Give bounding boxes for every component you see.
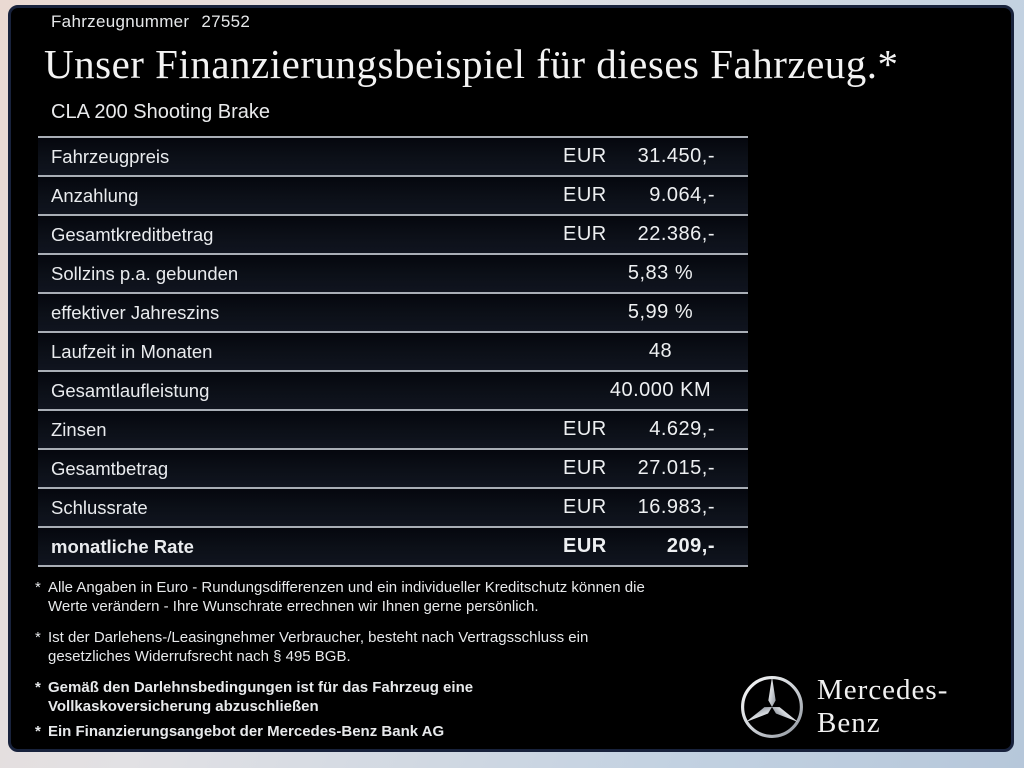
table-row: Gesamtkreditbetrag EUR 22.386,- bbox=[38, 214, 748, 253]
footnote: * Alle Angaben in Euro - Rundungsdiffere… bbox=[35, 578, 739, 616]
row-label: Gesamtkreditbetrag bbox=[51, 223, 214, 245]
row-label: Laufzeit in Monaten bbox=[51, 340, 213, 362]
financing-panel: Fahrzeugnummer 27552 Unser Finanzierungsb… bbox=[8, 5, 1014, 752]
vehicle-number-value: 27552 bbox=[201, 12, 251, 31]
amount: 16.983,- bbox=[637, 496, 715, 518]
amount: 48 bbox=[648, 340, 673, 362]
table-row: Gesamtbetrag EUR 27.015,- bbox=[38, 448, 748, 487]
financing-table: Fahrzeugpreis EUR 31.450,- Anzahlung EUR… bbox=[38, 136, 748, 567]
row-value: EUR 4.629,- bbox=[563, 418, 748, 441]
amount: 40.000 KM bbox=[609, 379, 712, 401]
row-value: 40.000 KM bbox=[563, 379, 748, 402]
amount: 27.015,- bbox=[637, 457, 715, 479]
footnotes: * Alle Angaben in Euro - Rundungsdiffere… bbox=[35, 578, 739, 747]
row-value: 5,83 % bbox=[563, 262, 748, 285]
asterisk-marker: * bbox=[35, 679, 41, 696]
vehicle-number-label: Fahrzeugnummer bbox=[51, 12, 190, 31]
currency-label: EUR bbox=[563, 457, 607, 479]
asterisk-marker: * bbox=[35, 723, 41, 740]
table-row: Gesamtlaufleistung 40.000 KM bbox=[38, 370, 748, 409]
row-label: Gesamtlaufleistung bbox=[51, 379, 210, 401]
vehicle-number: Fahrzeugnummer 27552 bbox=[51, 12, 250, 32]
footnote: * Gemäß den Darlehnsbedingungen ist für … bbox=[35, 678, 739, 716]
asterisk-marker: * bbox=[35, 579, 41, 596]
footnote-line: gesetzliches Widerrufsrecht nach § 495 B… bbox=[48, 648, 351, 665]
amount: 5,99 % bbox=[627, 301, 694, 323]
footnote-text: Ist der Darlehens-/Leasingnehmer Verbrau… bbox=[48, 628, 588, 666]
mercedes-star-icon bbox=[741, 676, 803, 738]
row-label: Schlussrate bbox=[51, 496, 148, 518]
footnote: * Ein Finanzierungsangebot der Mercedes-… bbox=[35, 722, 739, 741]
model-name: CLA 200 Shooting Brake bbox=[51, 101, 271, 123]
table-row-monthly-rate: monatliche Rate EUR 209,- bbox=[38, 526, 748, 565]
footnote-text: Alle Angaben in Euro - Rundungsdifferenz… bbox=[48, 578, 645, 616]
footnote-line: Vollkaskoversicherung abzuschließen bbox=[48, 698, 319, 715]
row-value: 5,99 % bbox=[563, 301, 748, 324]
footnote-text: Ein Finanzierungsangebot der Mercedes-Be… bbox=[48, 722, 444, 741]
currency-label: EUR bbox=[563, 145, 607, 167]
table-row: Fahrzeugpreis EUR 31.450,- bbox=[38, 138, 748, 175]
row-label: Sollzins p.a. gebunden bbox=[51, 262, 239, 284]
amount: 22.386,- bbox=[637, 223, 715, 245]
row-value: EUR 209,- bbox=[563, 535, 748, 558]
footnote: * Ist der Darlehens-/Leasingnehmer Verbr… bbox=[35, 628, 739, 666]
row-label: Fahrzeugpreis bbox=[51, 145, 170, 167]
amount: 5,83 % bbox=[627, 262, 694, 284]
row-label: Gesamtbetrag bbox=[51, 457, 169, 479]
table-row: Laufzeit in Monaten 48 bbox=[38, 331, 748, 370]
amount: 31.450,- bbox=[637, 145, 715, 167]
row-value: EUR 16.983,- bbox=[563, 496, 748, 519]
brand-wordmark: Mercedes-Benz bbox=[817, 674, 949, 739]
footnote-line: Alle Angaben in Euro - Rundungsdifferenz… bbox=[48, 579, 645, 596]
amount: 9.064,- bbox=[649, 184, 715, 206]
currency-label: EUR bbox=[563, 496, 607, 518]
row-label: Anzahlung bbox=[51, 184, 139, 206]
page-title: Unser Finanzierungsbeispiel für dieses F… bbox=[44, 41, 899, 87]
table-row: effektiver Jahreszins 5,99 % bbox=[38, 292, 748, 331]
currency-label: EUR bbox=[563, 535, 607, 557]
row-value: 48 bbox=[563, 340, 748, 363]
amount: 209,- bbox=[666, 535, 715, 557]
footnote-line: Werte verändern - Ihre Wunschrate errech… bbox=[48, 598, 539, 615]
table-row: Zinsen EUR 4.629,- bbox=[38, 409, 748, 448]
amount: 4.629,- bbox=[649, 418, 715, 440]
row-label: monatliche Rate bbox=[51, 535, 194, 557]
row-value: EUR 27.015,- bbox=[563, 457, 748, 480]
table-row: Schlussrate EUR 16.983,- bbox=[38, 487, 748, 526]
footnote-line: Gemäß den Darlehnsbedingungen ist für da… bbox=[48, 679, 474, 696]
footnote-line: Ist der Darlehens-/Leasingnehmer Verbrau… bbox=[48, 629, 589, 646]
currency-label: EUR bbox=[563, 223, 607, 245]
asterisk-marker: * bbox=[35, 629, 41, 646]
footnote-text: Gemäß den Darlehnsbedingungen ist für da… bbox=[48, 678, 473, 716]
currency-label: EUR bbox=[563, 418, 607, 440]
row-label: effektiver Jahreszins bbox=[51, 301, 220, 323]
currency-label: EUR bbox=[563, 184, 607, 206]
row-value: EUR 9.064,- bbox=[563, 184, 748, 207]
footnote-line: Ein Finanzierungsangebot der Mercedes-Be… bbox=[48, 723, 445, 740]
row-label: Zinsen bbox=[51, 418, 107, 440]
row-value: EUR 31.450,- bbox=[563, 145, 748, 168]
table-row: Anzahlung EUR 9.064,- bbox=[38, 175, 748, 214]
table-row: Sollzins p.a. gebunden 5,83 % bbox=[38, 253, 748, 292]
row-value: EUR 22.386,- bbox=[563, 223, 748, 246]
